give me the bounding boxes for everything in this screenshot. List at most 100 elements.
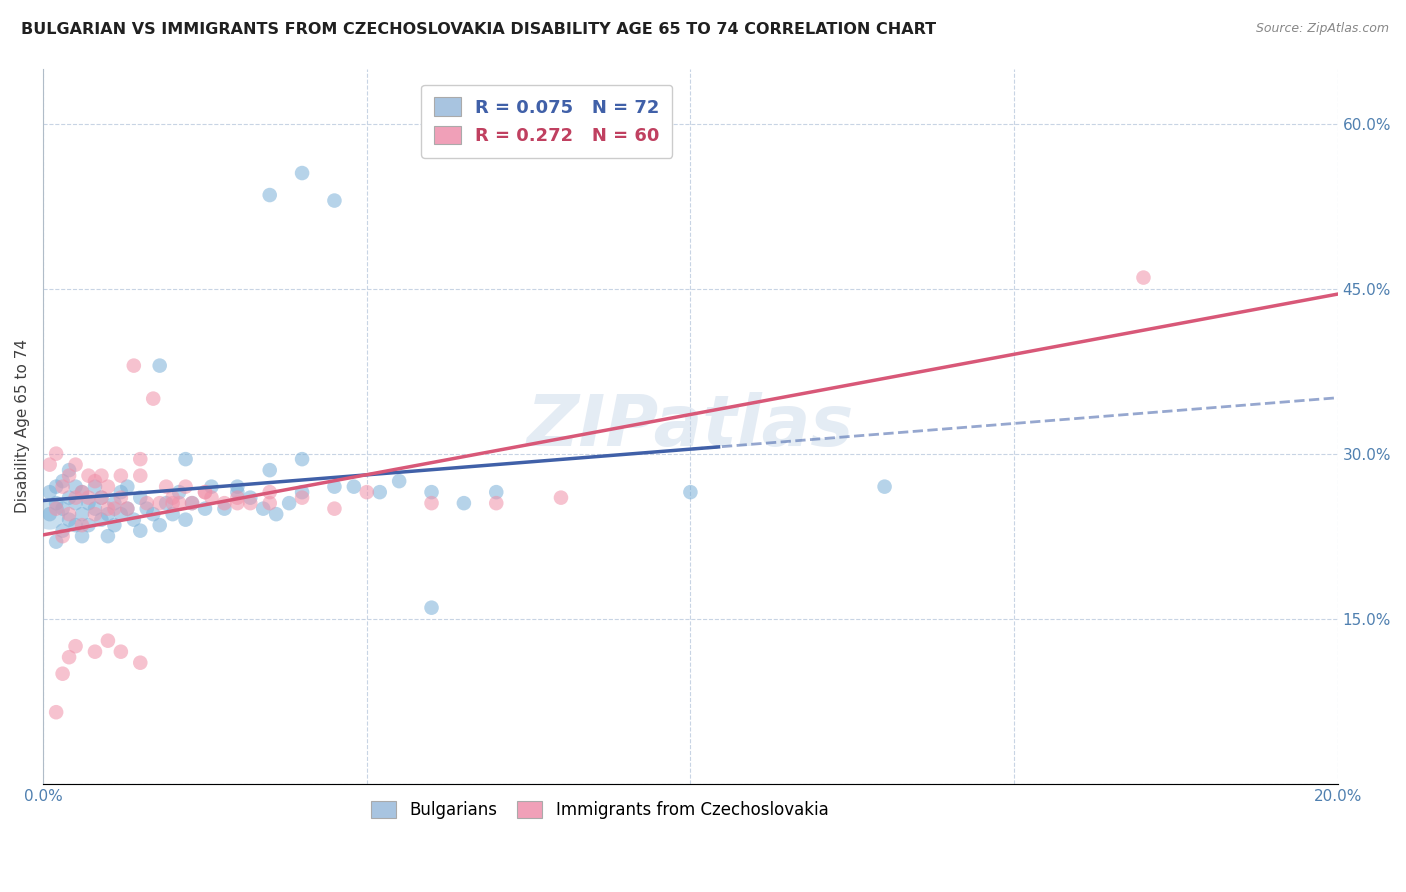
Point bbox=[110, 491, 132, 505]
Point bbox=[84, 474, 107, 488]
Point bbox=[485, 496, 508, 510]
Point bbox=[65, 518, 87, 533]
Point bbox=[356, 485, 378, 500]
Point bbox=[420, 600, 443, 615]
Point bbox=[129, 468, 152, 483]
Point bbox=[194, 485, 217, 500]
Point bbox=[58, 468, 80, 483]
Point bbox=[45, 534, 67, 549]
Point bbox=[90, 513, 112, 527]
Point bbox=[45, 501, 67, 516]
Point bbox=[162, 507, 184, 521]
Point bbox=[97, 507, 120, 521]
Text: BULGARIAN VS IMMIGRANTS FROM CZECHOSLOVAKIA DISABILITY AGE 65 TO 74 CORRELATION : BULGARIAN VS IMMIGRANTS FROM CZECHOSLOVA… bbox=[21, 22, 936, 37]
Point bbox=[84, 480, 107, 494]
Point bbox=[110, 645, 132, 659]
Point bbox=[142, 392, 165, 406]
Point bbox=[162, 491, 184, 505]
Point bbox=[45, 496, 67, 510]
Point bbox=[239, 496, 262, 510]
Point bbox=[45, 447, 67, 461]
Text: ZIPatlas: ZIPatlas bbox=[527, 392, 853, 460]
Point bbox=[70, 529, 93, 543]
Point bbox=[200, 480, 222, 494]
Point bbox=[291, 166, 314, 180]
Point bbox=[420, 496, 443, 510]
Point bbox=[90, 491, 112, 505]
Point bbox=[103, 501, 125, 516]
Point bbox=[84, 507, 107, 521]
Point bbox=[77, 468, 100, 483]
Point bbox=[214, 496, 236, 510]
Point bbox=[155, 496, 177, 510]
Point bbox=[162, 496, 184, 510]
Point bbox=[226, 485, 249, 500]
Point bbox=[77, 496, 100, 510]
Point bbox=[388, 474, 411, 488]
Point bbox=[550, 491, 572, 505]
Point bbox=[52, 529, 75, 543]
Point bbox=[226, 491, 249, 505]
Point bbox=[129, 452, 152, 467]
Point bbox=[485, 485, 508, 500]
Point bbox=[58, 463, 80, 477]
Point bbox=[58, 650, 80, 665]
Point bbox=[181, 496, 204, 510]
Point bbox=[52, 524, 75, 538]
Point bbox=[65, 639, 87, 653]
Point bbox=[226, 480, 249, 494]
Point bbox=[259, 188, 281, 202]
Point bbox=[129, 656, 152, 670]
Point bbox=[259, 463, 281, 477]
Point bbox=[117, 501, 139, 516]
Point bbox=[38, 485, 60, 500]
Point bbox=[343, 480, 366, 494]
Point bbox=[52, 666, 75, 681]
Point bbox=[110, 507, 132, 521]
Point bbox=[77, 518, 100, 533]
Point bbox=[70, 518, 93, 533]
Point bbox=[45, 480, 67, 494]
Point bbox=[38, 458, 60, 472]
Point bbox=[38, 507, 60, 521]
Point bbox=[679, 485, 702, 500]
Point bbox=[259, 485, 281, 500]
Point bbox=[291, 452, 314, 467]
Point bbox=[368, 485, 391, 500]
Point bbox=[214, 501, 236, 516]
Point bbox=[149, 359, 172, 373]
Point bbox=[38, 507, 60, 521]
Point bbox=[264, 507, 287, 521]
Point bbox=[129, 524, 152, 538]
Point bbox=[174, 480, 197, 494]
Point bbox=[84, 501, 107, 516]
Y-axis label: Disability Age 65 to 74: Disability Age 65 to 74 bbox=[15, 339, 30, 513]
Point bbox=[239, 491, 262, 505]
Point bbox=[122, 359, 145, 373]
Point bbox=[110, 485, 132, 500]
Point bbox=[278, 496, 301, 510]
Point bbox=[323, 501, 346, 516]
Point bbox=[97, 480, 120, 494]
Point bbox=[65, 458, 87, 472]
Point bbox=[135, 496, 157, 510]
Point bbox=[149, 518, 172, 533]
Point bbox=[52, 480, 75, 494]
Point bbox=[167, 485, 190, 500]
Text: Source: ZipAtlas.com: Source: ZipAtlas.com bbox=[1256, 22, 1389, 36]
Point bbox=[97, 529, 120, 543]
Point bbox=[70, 507, 93, 521]
Point bbox=[873, 480, 896, 494]
Point bbox=[65, 496, 87, 510]
Point bbox=[97, 633, 120, 648]
Point bbox=[103, 518, 125, 533]
Point bbox=[174, 452, 197, 467]
Point bbox=[200, 491, 222, 505]
Point bbox=[70, 485, 93, 500]
Point bbox=[194, 485, 217, 500]
Point bbox=[129, 491, 152, 505]
Point bbox=[135, 501, 157, 516]
Point bbox=[155, 480, 177, 494]
Point bbox=[259, 496, 281, 510]
Point bbox=[52, 501, 75, 516]
